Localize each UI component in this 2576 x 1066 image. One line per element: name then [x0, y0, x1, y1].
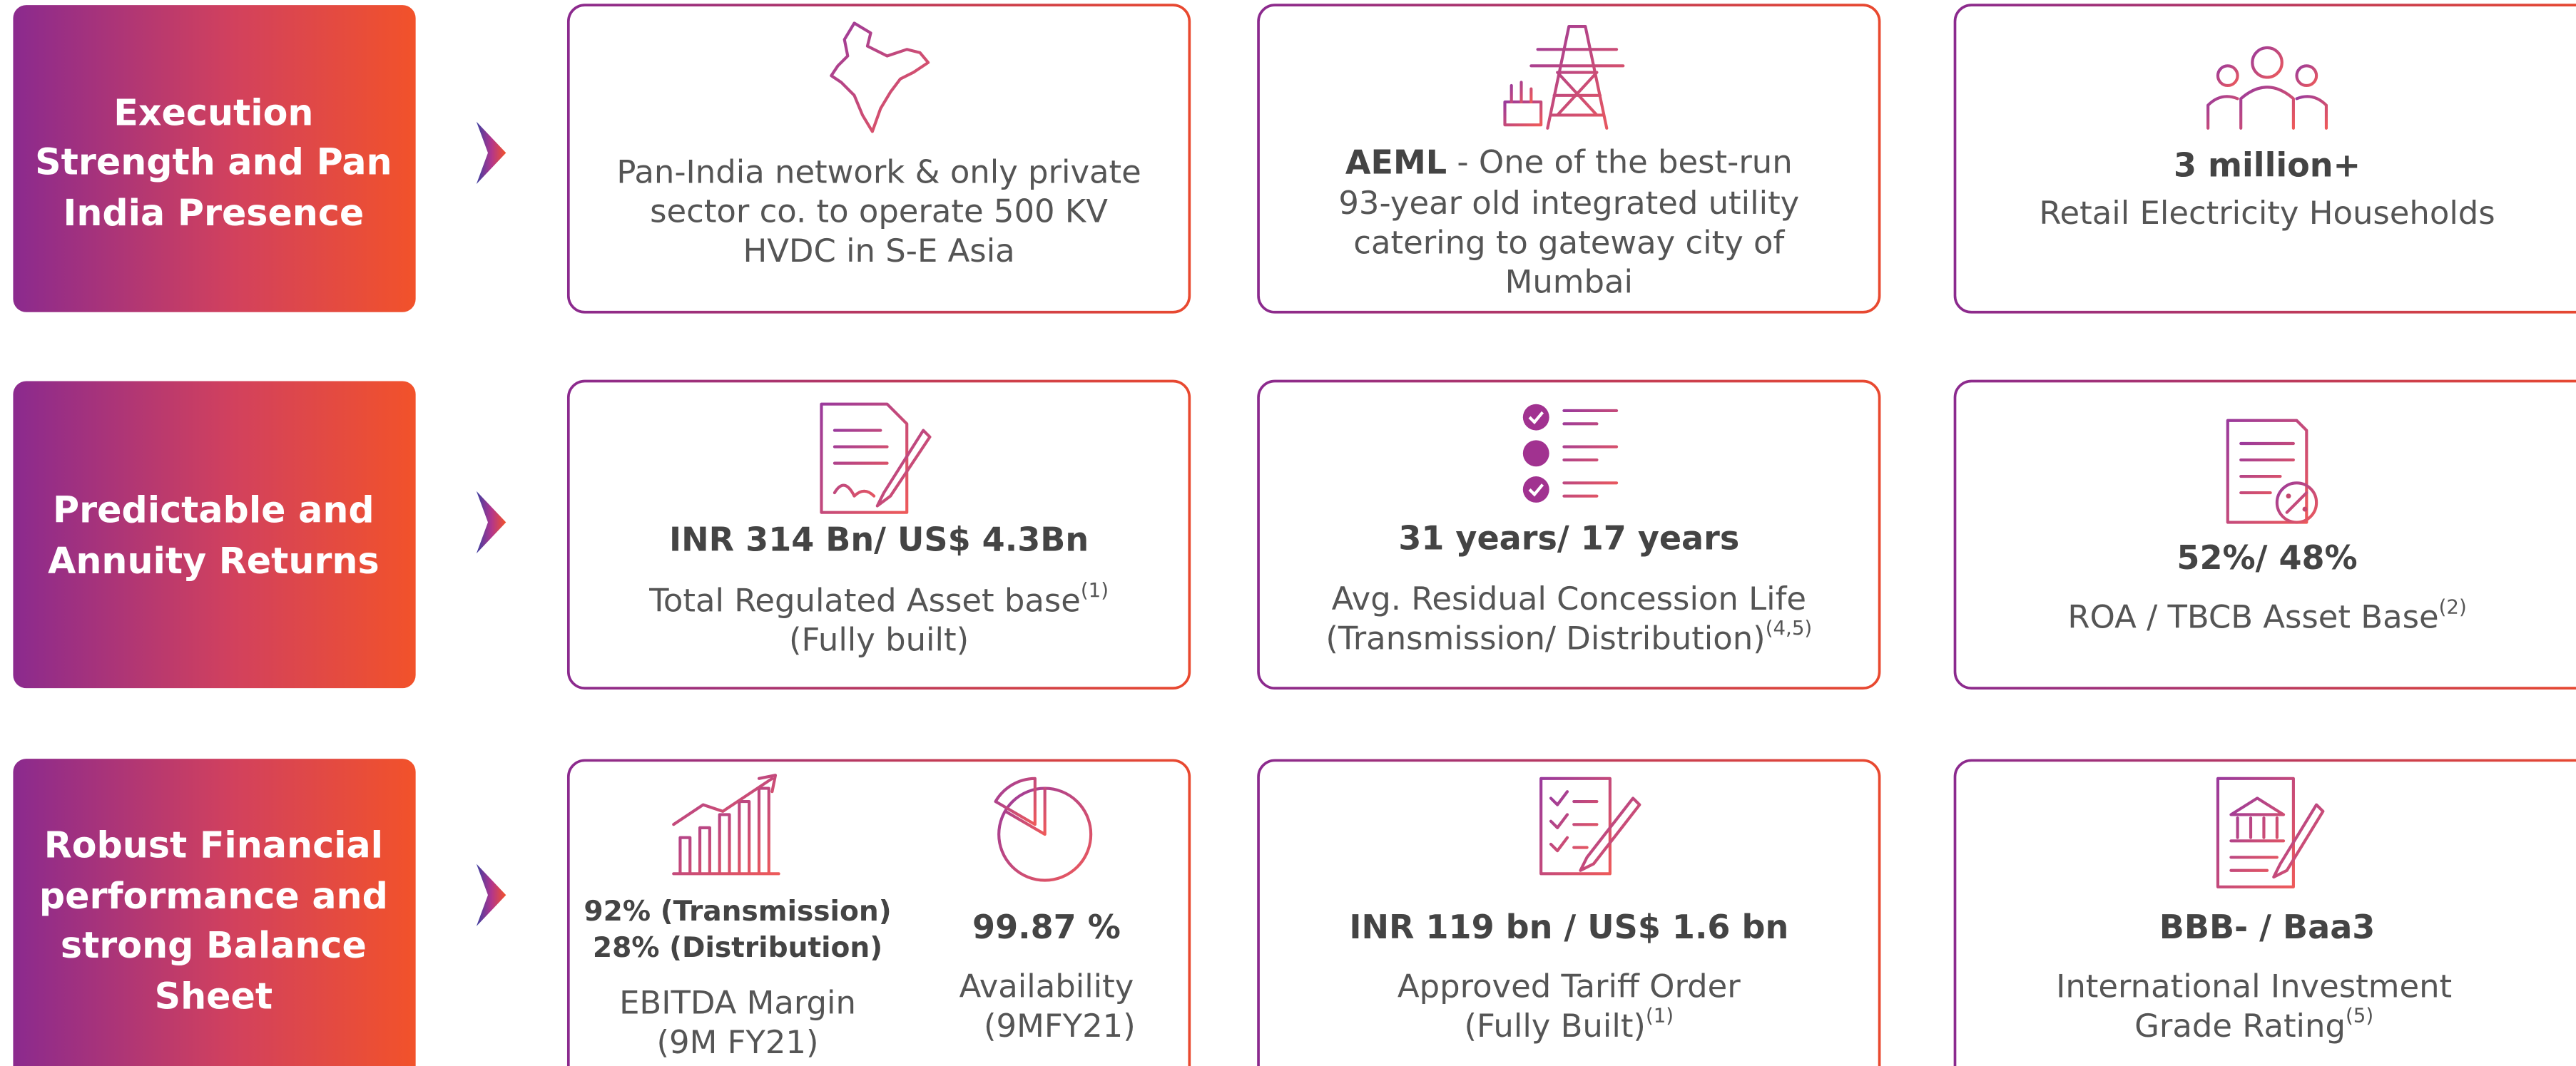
- checklist-icon: [1522, 404, 1619, 503]
- pie-icon: [994, 777, 1093, 882]
- card: [1257, 4, 1881, 314]
- card-line: Pan-India network & only private: [616, 153, 1141, 190]
- card-headline: 99.87 %: [972, 908, 1121, 946]
- footnote-mark: (5): [2346, 1004, 2373, 1027]
- card-line: Avg. Residual Concession Life: [1332, 580, 1806, 617]
- card-headline: AEML: [1345, 143, 1447, 181]
- tower-icon: [1503, 24, 1625, 130]
- card-line-text: - One of the best-run: [1447, 143, 1793, 180]
- label-line: Execution: [113, 91, 313, 133]
- card: [1953, 379, 2576, 690]
- card-line: Mumbai: [1505, 263, 1633, 301]
- footnote-mark: (4,5): [1766, 616, 1813, 640]
- tariff-document-icon: [1539, 777, 1641, 876]
- growth-chart-icon: [672, 774, 780, 876]
- document-pen-icon: [820, 402, 932, 514]
- card-headline: 31 years/ 17 years: [1398, 518, 1739, 557]
- card-line: (Transmission/ Distribution)(4,5): [1325, 616, 1812, 657]
- label-line: Predictable and: [53, 489, 375, 531]
- card-headline: BBB- / Baa3: [2159, 908, 2376, 946]
- label-line: performance and: [39, 875, 388, 917]
- label-line: Annuity Returns: [48, 540, 379, 582]
- arrows: [457, 121, 523, 927]
- footnote-mark: (2): [2439, 595, 2467, 618]
- card-line: Availability: [959, 968, 1134, 1005]
- card: [566, 759, 1191, 1066]
- icons: [672, 21, 2328, 888]
- card-line: (Fully built): [789, 621, 969, 659]
- card-line: AEML - One of the best-run: [1345, 143, 1793, 181]
- card-headline: 52%/ 48%: [2177, 538, 2357, 577]
- label-line: Strength and Pan: [35, 140, 392, 183]
- card-headline: 3 million+: [2174, 146, 2361, 185]
- footnote-mark: (1): [1081, 578, 1109, 602]
- cards: [566, 4, 2576, 1066]
- label-line: Robust Financial: [44, 824, 383, 866]
- card-line: 93-year old integrated utility: [1338, 184, 1799, 222]
- label-line: India Presence: [63, 192, 364, 234]
- card-line: Total Regulated Asset base(1): [648, 578, 1109, 619]
- card-line-text: ROA / TBCB Asset Base: [2067, 598, 2438, 635]
- label-box: [13, 381, 416, 689]
- people-icon: [2206, 46, 2328, 130]
- rating-document-icon: [2216, 777, 2325, 888]
- card-line: ROA / TBCB Asset Base(2): [2067, 595, 2466, 635]
- arrow: [457, 121, 523, 185]
- card: [1257, 759, 1881, 1066]
- card-headline: 92% (Transmission): [584, 896, 891, 928]
- card: [566, 4, 1191, 314]
- card-headline: 28% (Distribution): [593, 932, 882, 964]
- card-line-text: (Transmission/ Distribution): [1325, 619, 1765, 657]
- card-line: sector co. to operate 500 KV: [650, 193, 1108, 230]
- card: [1257, 379, 1881, 690]
- card: [1953, 4, 2576, 314]
- arrow: [457, 491, 523, 554]
- card-line: (9MFY21): [984, 1007, 1136, 1045]
- card-line: (9M FY21): [657, 1023, 819, 1061]
- card-line: catering to gateway city of: [1353, 223, 1785, 261]
- footnote-mark: (1): [1646, 1004, 1674, 1027]
- card-line: Retail Electricity Households: [2039, 194, 2495, 232]
- label-line: strong Balance: [61, 924, 367, 966]
- card-line: (Fully Built)(1): [1465, 1004, 1674, 1045]
- india-map-icon: [830, 21, 930, 133]
- card: [566, 379, 1191, 690]
- label-box: [13, 759, 416, 1066]
- card-headline: INR 119 bn / US$ 1.6 bn: [1349, 908, 1788, 946]
- card-line: HVDC in S-E Asia: [743, 232, 1014, 270]
- card: [1953, 759, 2576, 1066]
- arrow: [457, 863, 523, 927]
- percent-document-icon: [2226, 419, 2318, 524]
- card-headline: INR 314 Bn/ US$ 4.3Bn: [669, 521, 1089, 559]
- label-box: [13, 5, 416, 312]
- card-line-text: (Fully Built): [1465, 1007, 1646, 1045]
- card-line: International Investment: [2056, 968, 2452, 1005]
- card-line: Approved Tariff Order: [1398, 968, 1741, 1005]
- card-line-text: Grade Rating: [2134, 1007, 2346, 1045]
- card-line: Grade Rating(5): [2134, 1004, 2373, 1045]
- card-line: EBITDA Margin: [619, 984, 856, 1022]
- row-labels: Execution Strength and Pan India Presenc…: [13, 5, 416, 1066]
- label-line: Sheet: [155, 975, 273, 1017]
- card-line-text: Total Regulated Asset base: [648, 581, 1081, 619]
